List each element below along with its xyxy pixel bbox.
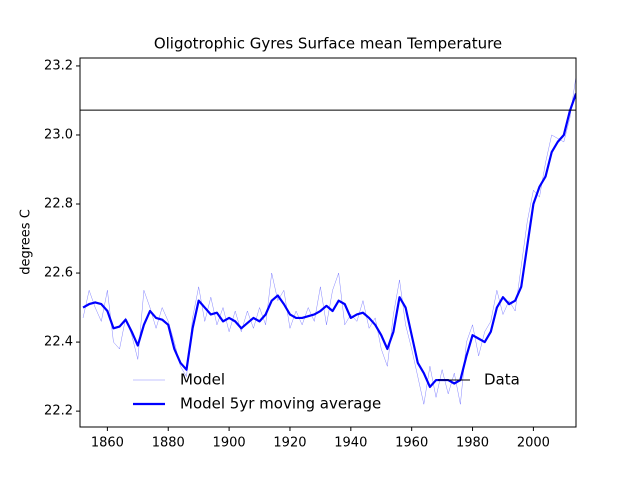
legend-label: Model — [180, 371, 225, 389]
y-tick-label: 22.8 — [44, 197, 73, 212]
x-tick-label: 1860 — [91, 436, 124, 451]
y-axis-label: degrees C — [19, 209, 34, 275]
x-tick-label: 2000 — [517, 436, 550, 451]
y-tick-label: 22.4 — [44, 335, 73, 350]
x-tick-label: 1920 — [273, 436, 306, 451]
y-tick-label: 23.2 — [44, 58, 73, 73]
legend-label: Data — [484, 371, 520, 389]
axes-frame — [79, 57, 577, 428]
x-tick-label: 1880 — [152, 436, 185, 451]
x-tick-label: 1960 — [395, 436, 428, 451]
chart-title: Oligotrophic Gyres Surface mean Temperat… — [154, 35, 502, 53]
series-line — [82, 93, 576, 389]
x-tick-label: 1980 — [456, 436, 489, 451]
x-tick-label: 1940 — [334, 436, 367, 451]
y-tick-label: 23.0 — [44, 127, 73, 142]
legend-label: Model 5yr moving average — [180, 395, 381, 413]
x-tick-label: 1900 — [213, 436, 246, 451]
y-tick-label: 22.6 — [44, 266, 73, 281]
y-tick-label: 22.2 — [44, 404, 73, 419]
